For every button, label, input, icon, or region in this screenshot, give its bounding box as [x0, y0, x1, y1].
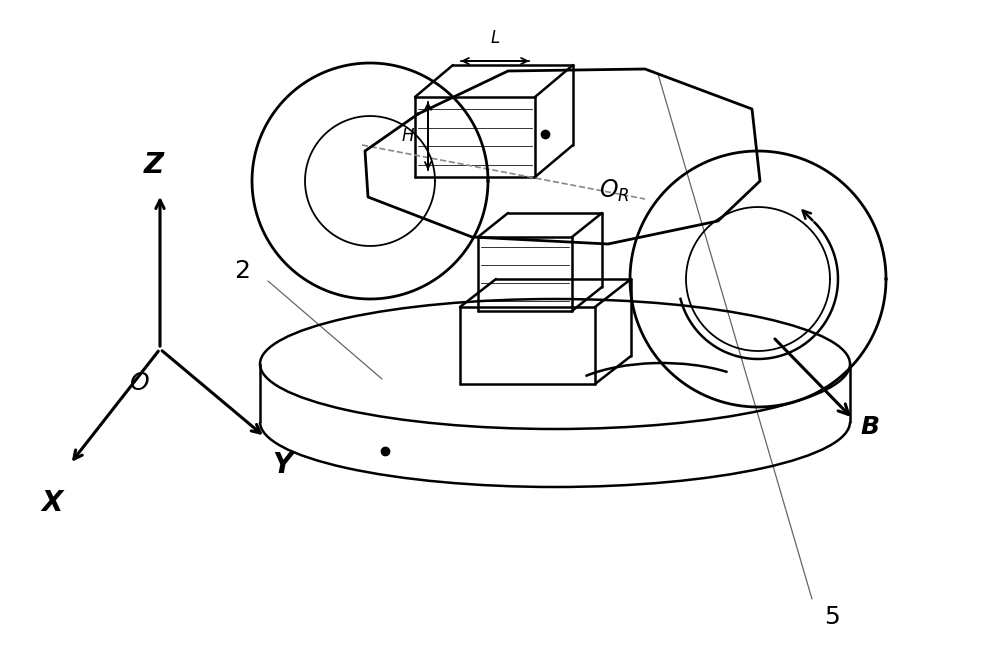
Text: H: H [402, 127, 414, 145]
Text: O: O [130, 371, 150, 395]
Text: X: X [41, 489, 63, 517]
Text: $O_R$: $O_R$ [599, 178, 629, 204]
Text: 5: 5 [824, 605, 840, 629]
Text: B: B [860, 415, 879, 439]
Text: Z: Z [144, 151, 164, 179]
Text: Y: Y [272, 451, 292, 479]
Text: L: L [490, 29, 500, 47]
Text: 2: 2 [234, 259, 250, 283]
